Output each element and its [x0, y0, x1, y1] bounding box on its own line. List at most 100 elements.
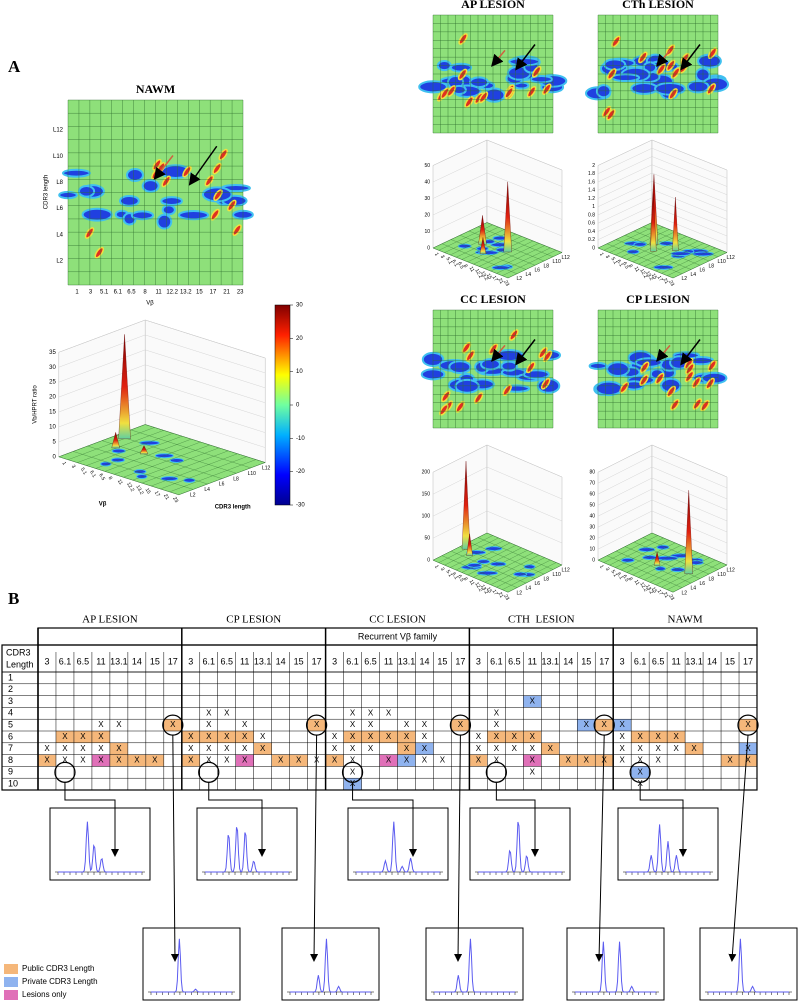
cell-fill: [505, 731, 524, 743]
cell-mark: X: [332, 756, 338, 765]
cell-mark: X: [637, 744, 643, 753]
cell-mark: X: [278, 756, 284, 765]
x-tick-label: 21: [496, 277, 504, 285]
floor-low: [489, 561, 507, 567]
cell-mark: X: [260, 744, 266, 753]
spectratype-box: [699, 927, 798, 1001]
heatmap-low: [161, 204, 176, 216]
cell-fill: [577, 719, 596, 731]
cell-mark: X: [314, 756, 320, 765]
spectratype-box: [142, 927, 241, 1001]
cell-mark: X: [44, 756, 50, 765]
y-tick-label: L10: [248, 471, 257, 477]
cell-mark: X: [602, 720, 608, 729]
peak: [111, 432, 120, 449]
floor-grid: [450, 550, 527, 584]
x-tick-label: 5.1: [445, 256, 454, 265]
cell-fill: [451, 719, 470, 731]
heatmap-title: AP LESION: [461, 0, 525, 11]
cell-fill: [577, 754, 596, 767]
x-tick-label: 8: [107, 476, 114, 482]
grid-line: [651, 444, 728, 478]
grid-line: [597, 521, 653, 550]
heatmap-high: [670, 67, 681, 79]
colorbar: [274, 304, 291, 506]
y-axis-label: CDR3 length: [215, 505, 251, 511]
cell-mark: X: [224, 744, 230, 753]
z-tick-label: 150: [422, 492, 431, 498]
heatmap-high: [509, 329, 519, 341]
y-tick-label: L12: [727, 568, 736, 574]
grid-line: [651, 189, 728, 220]
floor-grid: [73, 451, 194, 490]
heatmap-low: [700, 371, 728, 385]
column-label: 17: [168, 656, 178, 666]
cell-fill: [631, 766, 650, 779]
grid-line: [597, 189, 653, 216]
peak: [479, 237, 487, 255]
group-title: CC LESION: [369, 614, 426, 626]
cell-fill: [217, 731, 236, 743]
z-tick-label: 1.2: [588, 196, 595, 202]
black-arrow: [515, 44, 536, 71]
grid-line: [597, 148, 653, 174]
cell-mark: X: [350, 732, 356, 741]
floor-low: [638, 547, 656, 553]
peak: [503, 181, 512, 253]
grid-line: [145, 394, 266, 433]
grid-line: [597, 466, 653, 495]
cell-mark: X: [404, 732, 410, 741]
group-title: CTH LESION: [508, 614, 575, 626]
cell-mark: X: [404, 744, 410, 753]
grid-line: [145, 409, 266, 448]
spectratype-trace: [478, 821, 562, 873]
group-title: CP LESION: [226, 614, 281, 626]
cell-fill: [631, 731, 650, 743]
cell-mark: X: [673, 732, 679, 741]
cell-mark: X: [206, 756, 212, 765]
floor-low: [169, 457, 184, 463]
y-tick-label: L12: [53, 128, 64, 134]
floor-grid: [432, 247, 509, 279]
column-label: 6.5: [652, 656, 665, 666]
cell-fill: [649, 731, 668, 743]
floor-grid: [597, 247, 674, 279]
cell-mark: X: [206, 708, 212, 717]
x-tick-label: 11: [468, 579, 476, 587]
cell-fill: [181, 754, 200, 767]
grid-line: [597, 488, 653, 517]
grid-line: [651, 139, 728, 171]
heatmap-low: [449, 62, 473, 73]
floor-grid: [615, 550, 692, 584]
x-tick-label: 21: [162, 493, 170, 501]
cell-mark: X: [404, 756, 410, 765]
y-tick-label: L6: [700, 581, 706, 587]
cell-mark: X: [116, 720, 122, 729]
cell-mark: X: [727, 756, 733, 765]
cell-mark: X: [745, 756, 751, 765]
x-tick-label: 6.5: [97, 473, 106, 482]
heatmap-high: [526, 85, 537, 98]
heatmap-high: [84, 227, 95, 239]
x-tick-label: 13.2: [479, 270, 489, 282]
cell-mark: X: [368, 720, 374, 729]
z-tick-label: 1: [592, 204, 595, 210]
grid-line: [597, 477, 653, 506]
floor-grid: [441, 555, 518, 588]
z-tick-label: 0: [427, 558, 430, 564]
link-arrow: [208, 782, 266, 857]
y-tick-label: L4: [691, 586, 697, 592]
grid-line: [58, 364, 146, 398]
x-tick-label: 3: [604, 567, 611, 573]
z-tick-label: 70: [589, 481, 595, 487]
heatmap-high: [94, 246, 105, 259]
z-tick-label: 30: [49, 365, 56, 371]
grid-line: [58, 349, 146, 383]
column-label: 13.1: [398, 656, 416, 666]
column-label: 3: [332, 656, 337, 666]
grid-line: [145, 349, 266, 389]
grid-line: [651, 164, 728, 195]
z-axis-label: Vb/HPRT ratio: [32, 385, 38, 424]
heatmap-low: [156, 213, 173, 230]
floor-low: [655, 555, 679, 561]
